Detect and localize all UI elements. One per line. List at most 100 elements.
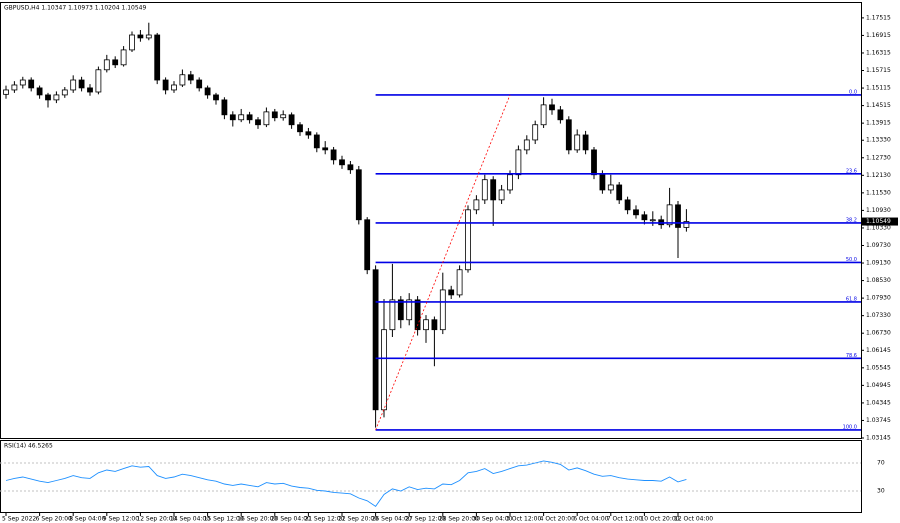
y-tick-label: 1.17515 xyxy=(866,14,891,21)
x-tick-label: 4 Oct 20:00 xyxy=(540,516,575,523)
candle-body xyxy=(473,199,480,211)
candle-body xyxy=(313,134,320,149)
candle-body xyxy=(591,149,597,176)
candle-body xyxy=(523,139,530,151)
price-tag xyxy=(861,217,898,226)
candle-body xyxy=(414,299,421,331)
candle-body xyxy=(339,159,345,166)
fib-label: 38.2 xyxy=(846,217,857,223)
y-tick-label: 1.03145 xyxy=(866,435,891,442)
x-tick-label: 20 Sep 04:00 xyxy=(271,516,311,523)
y-tick-label: 1.07330 xyxy=(866,312,891,319)
y-tick-label: 1.10930 xyxy=(866,207,891,214)
fib-label: 78.6 xyxy=(846,353,857,359)
candle-body xyxy=(624,199,631,211)
candle-body xyxy=(557,109,564,121)
x-tick-label: 22 Sep 20:00 xyxy=(338,516,378,523)
candle-body xyxy=(347,164,354,171)
candle-body xyxy=(372,269,379,411)
candle-body xyxy=(11,84,18,91)
rsi-tick-label: 30 xyxy=(877,488,885,495)
x-tick-label: 28 Sep 20:00 xyxy=(439,516,479,523)
candle-body xyxy=(616,184,623,201)
candle-body xyxy=(187,74,194,81)
candle-body xyxy=(112,59,119,66)
candle-body xyxy=(549,104,555,111)
candle-body xyxy=(683,221,690,228)
x-tick-label: 3 Oct 12:00 xyxy=(506,516,541,523)
candle-body xyxy=(28,79,35,89)
x-tick-label: 27 Sep 12:00 xyxy=(405,516,445,523)
y-tick-label: 1.08530 xyxy=(866,277,891,284)
candle-body xyxy=(61,89,68,96)
x-tick-label: 5 Sep 2022 xyxy=(2,516,36,523)
x-tick-label: 10 Oct 20:00 xyxy=(640,516,679,523)
candle-body xyxy=(288,114,295,126)
candle-body xyxy=(582,134,589,151)
candle-body xyxy=(305,131,312,136)
candle-body xyxy=(498,189,505,201)
candle-body xyxy=(154,34,161,81)
candle-body xyxy=(439,289,446,331)
candle-body xyxy=(633,209,639,216)
trend-line xyxy=(375,94,511,431)
candle-body xyxy=(196,79,203,89)
x-tick-label: 26 Sep 04:00 xyxy=(372,516,412,523)
candle-body xyxy=(271,111,278,119)
candle-body xyxy=(574,134,581,151)
candle-body xyxy=(229,114,236,121)
candle-body xyxy=(397,299,404,321)
y-tick-label: 1.07930 xyxy=(866,295,891,302)
candle-body xyxy=(607,184,614,191)
candle-body xyxy=(322,147,329,151)
y-tick-label: 1.15115 xyxy=(866,85,891,92)
candle-body xyxy=(490,179,497,201)
y-tick-label: 1.13915 xyxy=(866,120,891,127)
y-tick-label: 1.14515 xyxy=(866,102,891,109)
candle-body xyxy=(145,34,152,39)
candle-body xyxy=(381,329,387,411)
y-tick-label: 1.09130 xyxy=(866,260,891,267)
y-tick-label: 1.06145 xyxy=(866,347,891,354)
fib-label: 23.6 xyxy=(846,168,857,174)
candle-body xyxy=(162,79,169,91)
candle-body xyxy=(45,94,51,101)
x-tick-label: 6 Sep 20:00 xyxy=(36,516,72,523)
candle-body xyxy=(540,104,547,126)
candle-body xyxy=(179,74,186,86)
candle-body xyxy=(36,87,43,96)
candle-body xyxy=(255,119,261,126)
y-tick-label: 1.15715 xyxy=(866,67,891,74)
candle-body xyxy=(565,119,572,151)
x-tick-label: 12 Oct 04:00 xyxy=(674,516,713,523)
fib-label: 100.0 xyxy=(843,424,857,430)
candle-body xyxy=(481,179,488,201)
candle-body xyxy=(297,124,303,133)
y-tick-label: 1.10330 xyxy=(866,224,891,231)
candle-body xyxy=(280,114,287,119)
candle-body xyxy=(330,149,337,161)
candle-body xyxy=(103,59,110,71)
y-tick-label: 1.05545 xyxy=(866,364,891,371)
candle-body xyxy=(465,209,471,271)
y-tick-label: 1.09730 xyxy=(866,242,891,249)
candle-body xyxy=(666,204,673,226)
candle-body xyxy=(78,79,85,89)
y-tick-label: 1.16315 xyxy=(866,49,891,56)
y-tick-label: 1.03745 xyxy=(866,417,891,424)
candle-body xyxy=(515,149,522,176)
x-tick-label: 12 Sep 20:00 xyxy=(136,516,176,523)
x-tick-label: 16 Sep 20:00 xyxy=(237,516,277,523)
y-tick-label: 1.04345 xyxy=(866,399,891,406)
y-tick-label: 1.12130 xyxy=(866,172,891,179)
candle-body xyxy=(507,174,513,191)
candle-body xyxy=(19,79,26,86)
rsi-tick-label: 70 xyxy=(877,460,885,467)
x-tick-label: 8 Sep 04:00 xyxy=(69,516,105,523)
indicator-title: RSI(14) 46.5265 xyxy=(4,443,53,450)
rsi-panel xyxy=(0,440,862,513)
y-tick-label: 1.12730 xyxy=(866,154,891,161)
candle-body xyxy=(213,94,219,101)
